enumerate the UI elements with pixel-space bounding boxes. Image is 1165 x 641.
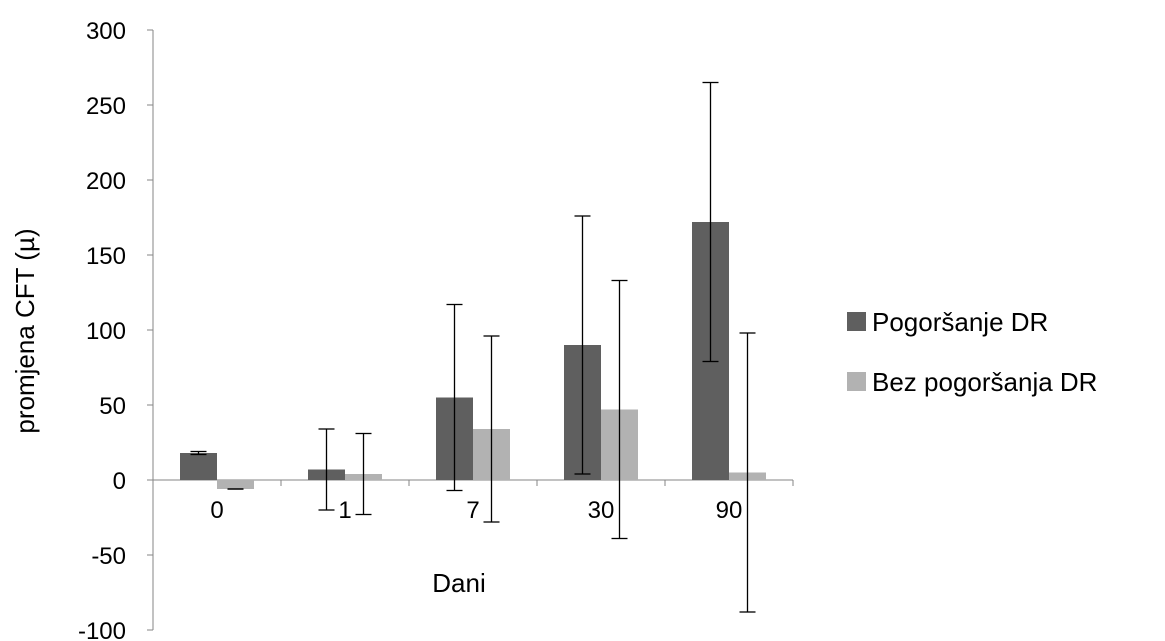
x-axis-title: Dani [432, 568, 485, 598]
y-tick-label: 100 [86, 318, 126, 345]
x-tick-label: 0 [210, 497, 223, 524]
y-tick-label: 150 [86, 243, 126, 270]
legend-label: Pogoršanje DR [872, 307, 1048, 337]
x-tick-label: 1 [338, 497, 351, 524]
plot-area: -100 -50 0 50 100 150 200 250 300 0 1 7 30 90 [78, 18, 794, 641]
y-tick-label: 300 [86, 18, 126, 45]
legend-swatch [847, 312, 866, 331]
bar [217, 480, 254, 489]
x-tick-label: 90 [716, 497, 743, 524]
y-tick-label: -100 [78, 618, 126, 641]
y-tick-label: 200 [86, 168, 126, 195]
y-tick-label: -50 [91, 543, 126, 570]
x-tick-label: 30 [588, 497, 615, 524]
y-tick-label: 50 [99, 393, 126, 420]
x-tick-label: 7 [466, 497, 479, 524]
bar [180, 453, 217, 480]
legend-swatch [847, 372, 866, 391]
y-tick-label: 0 [113, 468, 126, 495]
legend-label: Bez pogoršanja DR [872, 367, 1097, 397]
y-axis-title: promjena CFT (µ) [10, 228, 40, 433]
y-tick-label: 250 [86, 93, 126, 120]
legend: Pogoršanje DR Bez pogoršanja DR [847, 307, 1097, 397]
